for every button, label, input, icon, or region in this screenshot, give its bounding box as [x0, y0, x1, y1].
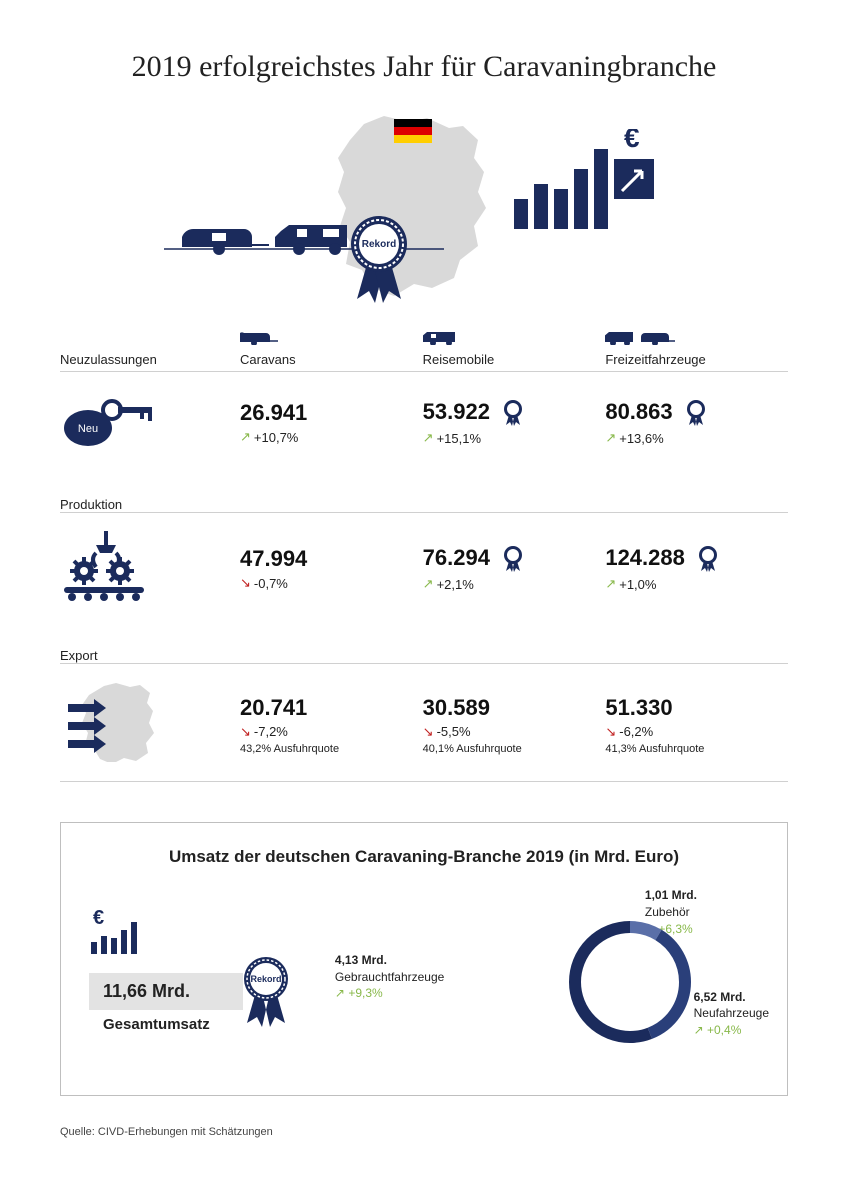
svg-text:€: € — [93, 908, 104, 929]
combined-mini-icon — [605, 329, 677, 345]
svg-text:Rekord: Rekord — [362, 239, 396, 250]
column-header-freizeit: Freizeitfahrzeuge — [605, 329, 788, 367]
cell-produktion-caravans: 47.994 ↘-0,7% — [240, 546, 423, 591]
data-table: Neuzulassungen Caravans Reisemobile Frei… — [60, 324, 788, 782]
growth-chart-icon: € — [514, 129, 664, 239]
revenue-title: Umsatz der deutschen Caravaning-Branche … — [89, 847, 759, 867]
svg-text:€: € — [624, 129, 640, 153]
column-header-caravans: Caravans — [240, 329, 423, 367]
section-label-export: Export — [60, 648, 788, 663]
cell-export-reisemobile: 30.589 ↘-5,5% 40,1% Ausfuhrquote — [423, 695, 606, 755]
column-header-reisemobile: Reisemobile — [423, 329, 606, 367]
key-icon: Neu — [60, 390, 160, 450]
rekord-rosette-icon — [502, 545, 524, 573]
cell-export-caravans: 20.741 ↘-7,2% 43,2% Ausfuhrquote — [240, 695, 423, 755]
cell-neuzulassungen-freizeit: 80.863 ↗+13,6% — [605, 399, 788, 446]
row-produktion: 47.994 ↘-0,7% 76.294 ↗+2,1% 124.288 ↗+1,… — [60, 512, 788, 620]
hero-illustration: € — [60, 114, 788, 314]
export-icon — [60, 682, 160, 762]
revenue-box: Umsatz der deutschen Caravaning-Branche … — [60, 822, 788, 1096]
revenue-total-value: 11,66 Mrd. — [89, 973, 243, 1010]
row-neuzulassungen: Neu 26.941 ↗+10,7% 53.922 ↗+15,1% 80.863 — [60, 371, 788, 469]
cell-export-freizeit: 51.330 ↘-6,2% 41,3% Ausfuhrquote — [605, 695, 788, 755]
rekord-badge-icon: Rekord — [339, 214, 419, 309]
section-label-produktion: Produktion — [60, 497, 788, 512]
source-note: Quelle: CIVD-Erhebungen mit Schätzungen — [60, 1126, 788, 1138]
rekord-rosette-icon — [502, 399, 524, 427]
cell-neuzulassungen-reisemobile: 53.922 ↗+15,1% — [423, 399, 606, 446]
rekord-rosette-icon — [685, 399, 707, 427]
cell-produktion-freizeit: 124.288 ↗+1,0% — [605, 545, 788, 592]
production-icon — [60, 531, 160, 601]
german-flag-icon — [394, 119, 432, 143]
euro-bars-icon: € — [89, 908, 149, 956]
svg-text:Neu: Neu — [78, 423, 98, 435]
section-label-neuzulassungen: Neuzulassungen — [60, 352, 240, 367]
page-title: 2019 erfolgreichstes Jahr für Caravaning… — [60, 50, 788, 84]
rekord-badge-icon: Rekord — [235, 955, 297, 1029]
revenue-total-label: Gesamtumsatz — [89, 1016, 243, 1033]
revenue-segment-gebraucht: 4,13 Mrd. Gebrauchtfahrzeuge ↗ +9,3% — [335, 952, 485, 1002]
revenue-total: € 11,66 Mrd. Gesamtumsatz — [89, 908, 305, 1047]
caravan-mini-icon — [240, 329, 280, 345]
revenue-donut-chart — [555, 907, 705, 1057]
cell-produktion-reisemobile: 76.294 ↗+2,1% — [423, 545, 606, 592]
motorhome-mini-icon — [423, 329, 463, 345]
svg-text:Rekord: Rekord — [250, 974, 281, 984]
revenue-segment-neu: 6,52 Mrd. Neufahrzeuge ↗ +0,4% — [694, 989, 769, 1039]
cell-neuzulassungen-caravans: 26.941 ↗+10,7% — [240, 400, 423, 445]
row-export: 20.741 ↘-7,2% 43,2% Ausfuhrquote 30.589 … — [60, 663, 788, 782]
rekord-rosette-icon — [697, 545, 719, 573]
